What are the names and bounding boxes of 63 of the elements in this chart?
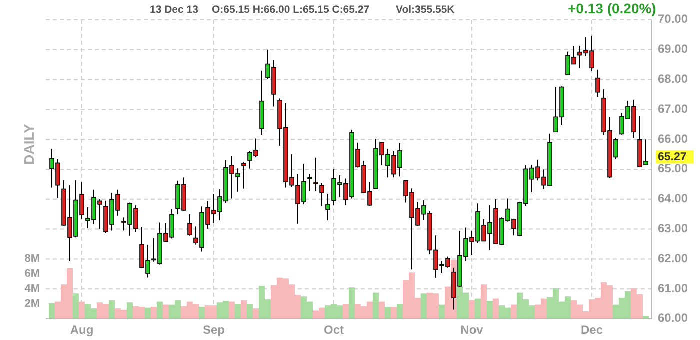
x-tick-label: Oct — [324, 323, 344, 338]
bar — [199, 307, 205, 319]
y2-tick-label: 8M — [24, 253, 40, 266]
y-tick-label: 68.00 — [658, 72, 688, 86]
bar — [79, 302, 85, 319]
candlestick — [596, 69, 600, 98]
text: O:65.15 H:66.00 L:65.15 C:65.27 — [212, 4, 370, 16]
bar — [493, 298, 499, 319]
text: 13 Dec 13 — [150, 4, 199, 16]
y-tick-label: 62.00 — [658, 251, 688, 266]
bar — [235, 304, 241, 319]
y2-tick-label: 6M — [24, 268, 40, 280]
y-tick-label: 64.00 — [658, 192, 688, 206]
bar — [151, 307, 157, 319]
y-tick-label: 61.00 — [658, 281, 688, 296]
bar — [145, 308, 151, 319]
y-tick-label: 69.00 — [658, 42, 688, 56]
bar — [487, 301, 493, 319]
bar — [163, 304, 169, 319]
y-tick-label: 63.00 — [658, 221, 688, 236]
candlestick — [320, 182, 324, 207]
bar — [511, 304, 517, 319]
bar — [475, 298, 481, 319]
x-tick-label: Dec — [580, 323, 604, 338]
bar — [49, 303, 55, 319]
bar — [241, 300, 247, 319]
bar — [109, 300, 115, 319]
text: +0.13 (0.20%) — [568, 0, 656, 17]
candlestick — [314, 157, 318, 192]
bar — [397, 304, 403, 319]
y-tick-label: 70.00 — [658, 12, 688, 26]
x-tick-label: Aug — [70, 323, 94, 338]
bar — [73, 294, 79, 319]
bar — [469, 300, 475, 319]
x-tick-label: Sep — [202, 323, 226, 338]
bar — [391, 307, 397, 319]
bar — [229, 302, 235, 319]
candlestick — [188, 214, 192, 236]
bar — [373, 292, 379, 319]
bar — [349, 288, 355, 319]
text: Vol:355.55K — [396, 4, 456, 16]
y-tick-label: 65.00 — [658, 162, 688, 176]
y-tick-label: 66.00 — [658, 132, 688, 146]
bar — [385, 307, 391, 319]
text: 65.27 — [658, 151, 687, 164]
candlestick — [242, 162, 246, 190]
bar — [247, 304, 253, 319]
bar — [421, 294, 427, 319]
bar — [343, 304, 349, 319]
text: DAILY — [21, 123, 37, 165]
x-tick-label: Nov — [460, 323, 484, 338]
y2-tick-label: 2M — [24, 298, 40, 310]
bar — [379, 302, 385, 319]
y-tick-label: 60.00 — [658, 311, 688, 326]
candlestick — [326, 194, 330, 221]
y-tick-label: 67.00 — [658, 102, 688, 116]
y2-tick-label: 4M — [24, 283, 40, 296]
bar — [157, 302, 163, 319]
bar — [253, 308, 259, 319]
bar — [481, 284, 487, 319]
bar — [127, 302, 133, 319]
candlestick — [308, 173, 312, 192]
bar — [439, 304, 445, 319]
